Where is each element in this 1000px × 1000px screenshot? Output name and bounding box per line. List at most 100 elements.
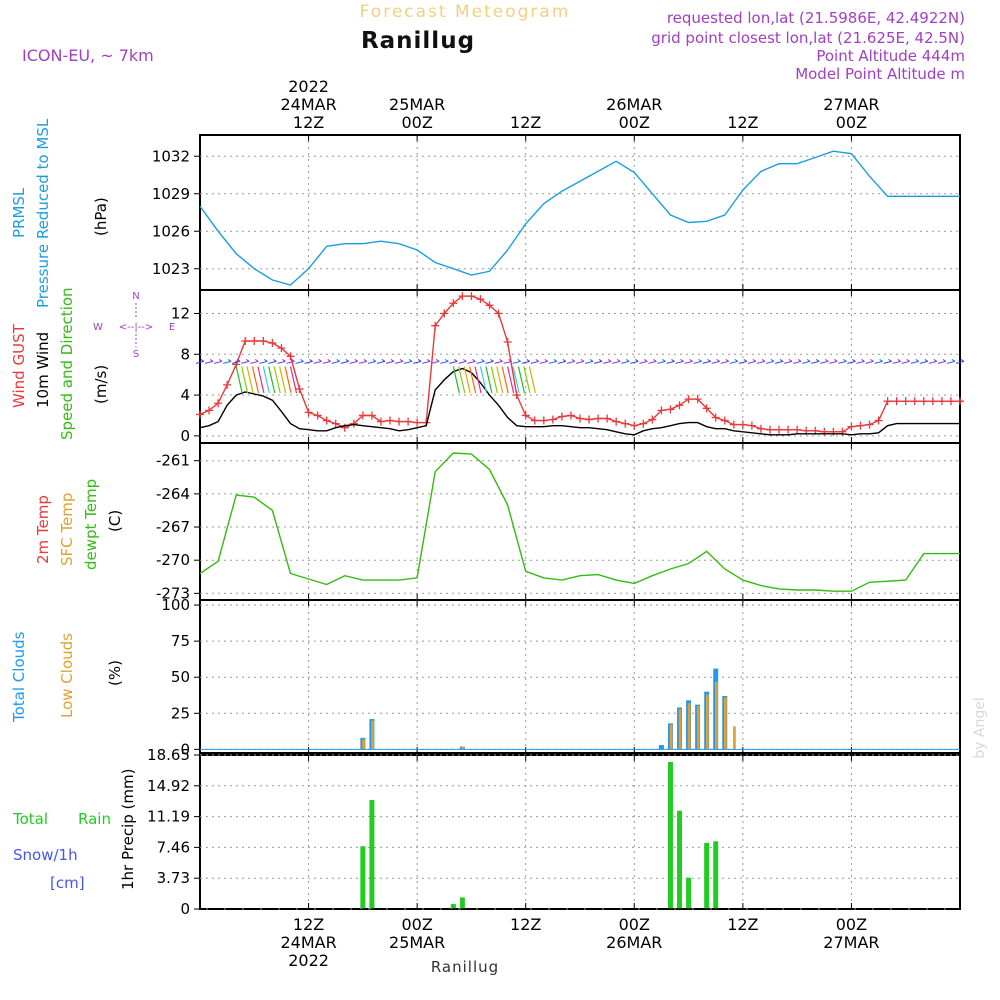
gust-point [946, 397, 955, 406]
rain-bar [450, 904, 456, 909]
wind-direction-arrow [467, 359, 476, 364]
time-label: 00Z [619, 915, 650, 934]
wind-direction-arrow [259, 359, 268, 364]
wind-direction-arrow [675, 359, 684, 364]
gust-point [648, 415, 657, 424]
time-label: 00Z [836, 113, 867, 132]
wind-direction-arrow [331, 359, 340, 364]
gust-point [639, 419, 648, 428]
y-tick-label: 12 [171, 304, 190, 322]
wind-direction-arrow [657, 359, 666, 364]
time-label: 24MAR [280, 95, 336, 114]
temp-label-3: dewpt Temp [82, 479, 100, 570]
gust-point [367, 411, 376, 420]
gust-point [693, 395, 702, 404]
panel-frame-4 [199, 754, 961, 910]
wind-direction-arrow [358, 359, 368, 364]
cloud-low-bar [371, 720, 374, 750]
wind-hatch [262, 366, 270, 394]
series-line-10m-wind [199, 367, 960, 436]
footer-station: Ranillug [431, 958, 499, 976]
panel-1: 0 4 8 12 [171, 290, 965, 445]
y-tick-label: 0 [180, 740, 190, 758]
wind-hatch [463, 366, 471, 394]
gust-point [503, 338, 512, 347]
wind-direction-arrow [612, 359, 621, 364]
gust-point [576, 414, 584, 423]
model-label: ICON-EU, ~ 7km [22, 46, 154, 65]
wind-direction-arrow [521, 359, 530, 364]
temp-label-2: SFC Temp [58, 493, 76, 566]
rain-bar [667, 762, 673, 909]
series-line-dewpt-temp [199, 452, 960, 592]
wind-hatch [523, 366, 531, 394]
clouds-unit: (%) [106, 660, 124, 686]
y-tick-label: 11.19 [147, 808, 190, 826]
wind-direction-arrow [919, 359, 929, 364]
compass-w: W [93, 322, 103, 333]
gust-point [295, 384, 304, 393]
gust-point [548, 415, 557, 424]
wind-hatch [284, 366, 292, 394]
wind-direction-arrow [793, 359, 802, 364]
y-tick-label: 1023 [152, 260, 190, 278]
wind-direction-arrow [584, 359, 594, 364]
pressure-unit: (hPa) [92, 197, 110, 236]
wind-hatch [279, 366, 287, 394]
y-tick-label: 14.92 [147, 777, 190, 795]
y-tick-label: 25 [171, 704, 190, 722]
wind-hatch [235, 366, 243, 394]
gust-point [358, 411, 367, 420]
gust-point [865, 420, 874, 429]
wind-direction-arrow [268, 359, 277, 364]
gust-point [892, 397, 901, 406]
wind-hatch [268, 366, 276, 394]
wind-direction-arrow [223, 359, 232, 364]
wind-hatch [257, 366, 265, 394]
gust-point [910, 397, 919, 406]
wind-direction-arrow [440, 359, 449, 364]
wind-direction-arrow [946, 359, 956, 364]
cloud-low-bar [461, 746, 465, 750]
gust-point [458, 292, 467, 301]
gust-point [512, 391, 521, 400]
wind-direction-arrow [241, 359, 250, 364]
gust-point [874, 416, 883, 425]
precip-label-cm: [cm] [50, 874, 85, 892]
wind-direction-arrow [449, 359, 458, 364]
clouds-label-1: Total Clouds [10, 631, 28, 723]
wind-direction-arrow [476, 359, 485, 364]
gust-point [594, 414, 603, 423]
rain-bar [686, 877, 692, 909]
wind-direction-arrow [295, 359, 304, 364]
gust-point [404, 417, 413, 426]
panel-0: 1023 1026 1029 1032 [152, 135, 960, 290]
station-title: Ranillug [361, 28, 475, 54]
compass-n: N [132, 291, 139, 302]
wind-hatch [474, 366, 482, 394]
cloud-low-bar [724, 697, 727, 750]
wind-direction-arrow [322, 359, 331, 364]
wind-direction-arrow [928, 359, 938, 364]
panel-2: -261 -264 -267 -270 -273 [156, 443, 960, 602]
wind-direction-arrow [394, 359, 404, 364]
gust-point [467, 292, 476, 301]
gust-point [928, 397, 937, 406]
wind-hatch [512, 366, 520, 394]
wind-direction-arrow [639, 359, 648, 364]
wind-label-1: Wind GUST [10, 323, 28, 408]
series-line-wind-gust [199, 295, 960, 433]
temp-label-1: 2m Temp [34, 495, 52, 564]
rain-bar [704, 842, 710, 909]
wind-label-2: 10m Wind [34, 332, 52, 408]
gust-point [621, 419, 630, 428]
wind-hatch [273, 366, 281, 394]
cloud-low-bar [687, 703, 691, 750]
gust-point [286, 352, 295, 361]
wind-direction-arrow [621, 359, 630, 364]
wind-direction-arrow [883, 359, 892, 364]
wind-direction-arrow [413, 359, 422, 364]
wind-direction-arrow [630, 359, 639, 364]
gust-point [937, 397, 946, 406]
requested-coords: requested lon,lat (21.5986E, 42.4922N) [667, 9, 965, 27]
